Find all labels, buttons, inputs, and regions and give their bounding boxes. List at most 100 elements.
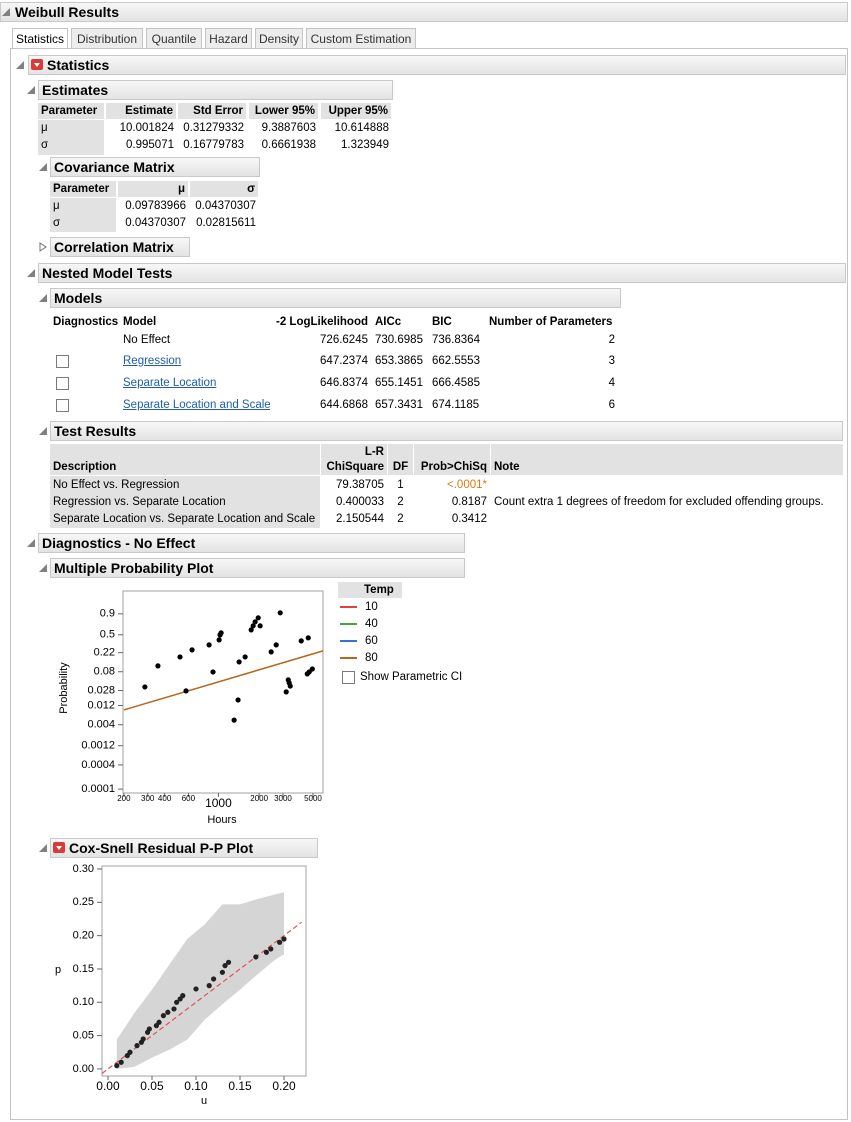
row-label: μ [41,122,48,134]
legend-title: Temp [338,582,402,598]
column-header: Note [491,444,843,475]
table-cell: 10.614888 [334,122,389,134]
table-cell: 1 [397,479,404,491]
diagnostics-checkbox[interactable] [56,399,69,412]
column-header: AICc [375,316,402,328]
table-cell: 726.6245 [320,334,368,346]
row-label-column [50,476,320,528]
table-cell: 1.323949 [341,139,389,151]
table-cell: 0.16779783 [183,139,244,151]
row-label: Separate Location vs. Separate Location … [53,513,316,525]
column-header: Number of Parameters [489,316,613,328]
outline-header: Cox-Snell Residual P-P Plot [50,838,318,858]
tab[interactable]: Hazard [205,28,252,49]
table-cell: 736.8364 [432,334,480,346]
column-header: BIC [432,316,452,328]
table-cell: 6 [608,399,615,411]
outline-header: Multiple Probability Plot [50,558,465,578]
diagnostics-checkbox[interactable] [56,377,69,390]
tab[interactable]: Statistics [12,28,68,49]
table-cell: 0.31279332 [183,122,244,134]
table-cell: 2 [608,334,615,346]
table-cell: 646.8374 [320,377,368,389]
column-header: DF [388,444,413,475]
outline-header: Correlation Matrix [50,237,190,257]
table-cell: 0.09783966 [125,200,186,212]
column-header: Upper 95% [321,103,391,119]
table-cell: 666.4585 [432,377,480,389]
tab[interactable]: Quantile [146,28,202,49]
table-cell: 2 [397,513,404,525]
column-header: Parameter [50,181,116,197]
tab[interactable]: Density [255,28,303,49]
tab[interactable]: Custom Estimation [306,28,416,49]
table-cell: No Effect [123,334,171,346]
checkbox-label: Show Parametric CI [360,671,463,683]
column-header: -2 LogLikelihood [276,316,368,328]
legend-label: 10 [365,601,378,613]
table-cell: 4 [608,377,615,389]
table-cell: 0.6661938 [261,139,316,151]
table-cell: Count extra 1 degrees of freedom for exc… [494,496,824,508]
table-cell: 653.3865 [375,355,423,367]
column-header: Parameter [38,103,104,119]
table-cell: 0.400033 [336,496,384,508]
outline-header: Test Results [50,421,843,441]
outline-header: Covariance Matrix [50,157,260,177]
tab[interactable]: Distribution [71,28,143,49]
column-header: L-R ChiSquare [321,444,387,475]
column-header: Std Error [178,103,246,119]
legend-label: 80 [365,652,378,664]
parametric-ci-checkbox[interactable] [342,671,355,684]
table-cell: 657.3431 [375,399,423,411]
column-header: σ [190,181,258,197]
row-label-column [50,198,116,232]
model-link[interactable]: Separate Location and Scale [123,399,270,411]
table-cell: 0.04370307 [125,217,186,229]
column-header: Diagnostics [53,316,119,328]
row-label: σ [53,217,61,229]
table-cell: 0.3412 [451,513,487,525]
column-header: Prob>ChiSq [414,444,490,475]
outline-header: Models [50,288,621,308]
outline-header: Nested Model Tests [38,263,846,283]
row-label: Regression vs. Separate Location [53,496,226,508]
column-header: μ [118,181,188,197]
table-cell: 730.6985 [375,334,423,346]
table-cell: 9.3887603 [261,122,316,134]
column-header: Lower 95% [249,103,318,119]
table-cell: <.0001* [447,479,487,491]
row-label: No Effect vs. Regression [53,479,180,491]
table-cell: 644.6868 [320,399,368,411]
table-cell: 3 [608,355,615,367]
outline-header: Statistics [28,55,846,75]
column-header: Model [123,316,157,328]
table-cell: 2.150544 [336,513,384,525]
legend-label: 40 [365,618,378,630]
table-cell: 662.5553 [432,355,480,367]
diagnostics-checkbox[interactable] [56,355,69,368]
table-cell: 655.1451 [375,377,423,389]
row-label: μ [53,200,60,212]
model-link[interactable]: Regression [123,355,182,367]
row-label-column [38,120,104,155]
outline-header: Diagnostics - No Effect [38,533,465,553]
outline-header: Estimates [38,80,393,100]
column-header: Description [50,444,320,475]
legend-label: 60 [365,635,378,647]
model-link[interactable]: Separate Location [123,377,217,389]
table-cell: 0.04370307 [195,200,256,212]
row-label: σ [41,139,49,151]
table-cell: 647.2374 [320,355,368,367]
table-cell: 0.02815611 [196,217,256,229]
table-cell: 10.001824 [119,122,174,134]
tab-panel [10,48,848,1120]
table-cell: 2 [397,496,404,508]
table-cell: 79.38705 [336,479,384,491]
table-cell: 0.995071 [126,139,174,151]
column-header: Estimate [106,103,176,119]
table-cell: 674.1185 [432,399,480,411]
outline-header: Weibull Results [0,2,848,22]
table-cell: 0.8187 [451,496,487,508]
